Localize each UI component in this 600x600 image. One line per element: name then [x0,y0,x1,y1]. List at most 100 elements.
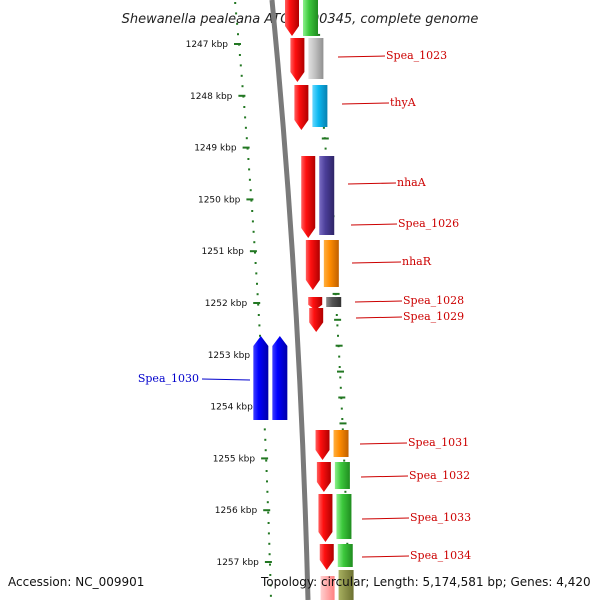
minor-tick [240,74,243,77]
minor-tick [267,532,270,535]
gene-feature-box [336,494,352,539]
minor-tick [339,376,342,379]
minor-tick [248,178,251,181]
gene-feature-box [334,462,350,489]
gene-feature-box [320,576,335,600]
label-leader-line [360,475,409,478]
minor-tick [241,85,244,88]
minor-tick [256,293,259,296]
gene-label[interactable]: Spea_1029 [403,310,464,323]
gene-feature-box [303,0,318,36]
minor-tick [251,220,254,223]
gene-feature-box [333,430,349,457]
major-tick [246,198,254,201]
minor-tick [237,33,239,36]
minor-tick [341,428,344,431]
minor-tick [247,158,250,160]
tick-label: 1250 kbp [198,195,241,205]
minor-tick [265,470,268,472]
minor-tick [267,511,270,514]
minor-tick [343,459,346,462]
minor-tick [236,22,239,25]
minor-tick [264,438,267,441]
gene-feature-box [323,240,339,287]
label-leader-line [337,55,386,58]
gene-arrow [316,462,331,492]
minor-tick [265,459,268,462]
minor-tick [245,137,248,140]
minor-tick [267,522,270,524]
minor-tick [257,303,260,306]
gene-arrow [290,38,305,82]
tick-label: 1256 kbp [215,506,258,516]
gene-arrow [305,240,320,290]
minor-tick [338,355,341,358]
gene-label[interactable]: Spea_1031 [408,436,469,449]
tick-label: 1254 kbp [210,403,253,413]
gene-label[interactable]: Spea_1034 [410,549,471,562]
major-tick [263,509,271,512]
label-leader-line [354,300,403,303]
minor-tick [243,106,246,108]
backbone-line [269,0,311,600]
major-tick [321,137,329,140]
minor-tick [250,199,253,202]
gene-arrow-reverse [253,336,269,420]
gene-feature-box [312,85,328,127]
major-tick [335,344,343,347]
minor-tick [346,542,349,545]
minor-tick [258,324,261,327]
genes [253,0,354,600]
minor-tick [234,2,237,4]
major-tick [264,561,272,563]
minor-tick [263,428,266,431]
minor-tick [248,168,251,171]
minor-tick [337,334,339,337]
minor-tick [264,449,267,452]
gene-feature-box [326,297,342,307]
topology-summary: Topology: circular; Length: 5,174,581 bp… [260,575,591,589]
gene-label[interactable]: nhaR [402,255,432,268]
minor-tick [269,584,272,587]
label-leader-line [350,223,398,226]
gene-label[interactable]: Spea_1023 [386,49,447,62]
tick-label: 1248 kbp [190,92,233,102]
accession-text: Accession: NC_009901 [8,575,144,589]
gene-arrow-reverse [272,336,288,420]
major-tick [339,422,347,425]
minor-tick [268,553,271,556]
label-leader-line [361,555,410,558]
gene-labels: Spea_1023 thyA nhaA Spea_1026 nhaR Spea_1028 S… [138,49,471,562]
gene-arrow [301,156,316,238]
minor-tick [269,563,271,566]
minor-tick [344,490,347,493]
minor-tick [269,594,272,597]
gene-feature-box [319,156,335,235]
gene-label[interactable]: nhaA [397,176,427,189]
minor-tick [269,574,272,576]
minor-tick [322,126,325,129]
major-tick [338,396,346,399]
minor-tick [341,418,344,420]
gene-label[interactable]: Spea_1030 [138,372,199,385]
minor-tick [251,210,254,212]
genome-title: Shewanella pealeana ATCC 700345, complet… [122,12,479,27]
minor-tick [257,314,260,316]
label-leader-line [351,261,402,264]
tick-label: 1255 kbp [213,454,256,464]
label-leader-line [361,517,410,520]
minor-tick [324,147,327,150]
gene-label[interactable]: Spea_1026 [398,217,459,230]
gene-label[interactable]: thyA [390,96,417,109]
major-tick [261,457,269,460]
gene-label[interactable]: Spea_1028 [403,294,464,307]
minor-tick [244,116,247,119]
tick-label: 1253 kbp [208,351,251,361]
major-tick [253,302,261,304]
minor-tick [266,490,269,493]
gene-arrow [309,308,324,332]
major-tick [332,292,340,295]
gene-label[interactable]: Spea_1033 [410,511,471,524]
gene-arrow [285,0,299,36]
gene-label[interactable]: Spea_1032 [409,469,470,482]
